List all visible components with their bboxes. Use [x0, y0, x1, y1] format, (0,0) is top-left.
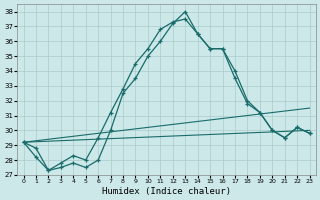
X-axis label: Humidex (Indice chaleur): Humidex (Indice chaleur) — [102, 187, 231, 196]
